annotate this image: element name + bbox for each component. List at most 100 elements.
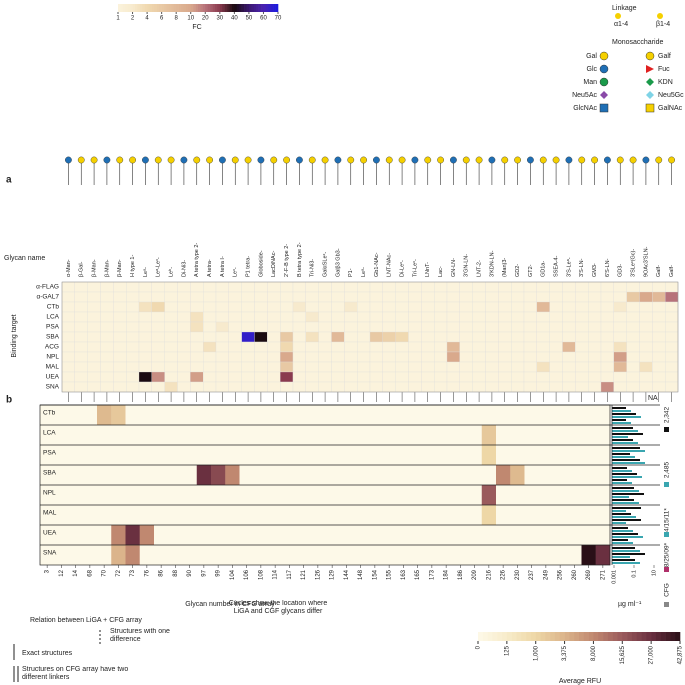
lot-bar — [612, 450, 645, 452]
colorbar-segment — [234, 4, 238, 12]
colorbar-segment — [205, 4, 208, 12]
heatmap-cell — [496, 485, 511, 505]
colorbar-segment — [241, 4, 245, 12]
cfg-number: 68 — [87, 569, 93, 576]
heatmap-cell — [498, 321, 512, 333]
rfu-bar-segment — [497, 632, 503, 641]
lot-bar — [612, 462, 645, 464]
heatmap-cell — [538, 545, 554, 565]
heatmap-cell — [421, 321, 435, 333]
heatmap-cell — [203, 371, 217, 383]
lot-bar — [612, 547, 635, 549]
heatmap-cell — [339, 545, 354, 565]
colorbar-segment — [166, 4, 170, 12]
heatmap-cell — [626, 341, 640, 353]
glycan-name-label: Glycan name — [4, 255, 45, 262]
heatmap-cell — [581, 445, 596, 465]
cfg-number: 226 — [501, 569, 507, 580]
heatmap-cell — [61, 341, 75, 353]
cfg-number: 14 — [73, 569, 79, 576]
rfu-bar-segment — [627, 632, 633, 641]
cfg-number: 148 — [358, 569, 364, 580]
lot-bar — [612, 482, 632, 484]
heatmap-cell — [282, 465, 297, 485]
glycan-name: GD1a- — [541, 261, 547, 277]
rfu-bar-segment — [636, 632, 642, 641]
lot-bar — [612, 562, 640, 564]
heatmap-cell — [125, 485, 140, 505]
heatmap-cell — [562, 381, 576, 393]
heatmap-cell — [318, 301, 332, 313]
heatmap-cell — [292, 321, 306, 333]
heatmap-cell — [382, 465, 397, 485]
heatmap-cell — [196, 525, 212, 545]
cfg-number: 70 — [102, 569, 108, 576]
heatmap-cell — [292, 361, 306, 373]
heatmap-cell — [510, 485, 525, 505]
heatmap-cell — [639, 331, 653, 343]
heatmap-cell — [331, 301, 345, 313]
heatmap-cell — [296, 505, 311, 525]
heatmap-cell — [665, 331, 679, 343]
heatmap-cell — [228, 331, 242, 343]
heatmap-cell — [97, 465, 112, 485]
heatmap-cell — [536, 381, 550, 393]
heatmap-cell — [87, 351, 101, 363]
heatmap-cell — [511, 331, 525, 343]
cfg-number: 114 — [273, 569, 279, 579]
binding-target: LCA — [46, 314, 59, 321]
heatmap-cell — [467, 465, 482, 485]
colorbar-segment — [273, 4, 276, 12]
heatmap-cell — [344, 321, 358, 333]
colorbar-segment — [176, 4, 179, 12]
heatmap-cell — [113, 381, 127, 393]
heatmap-cell — [382, 361, 396, 373]
heatmap-cell — [68, 485, 83, 505]
heatmap-cell — [164, 281, 178, 293]
glycan-residue — [206, 156, 213, 164]
glycan-name: Leᵃ- — [143, 267, 149, 277]
lot-bar — [612, 453, 630, 455]
heatmap-cell — [267, 331, 281, 343]
heatmap-cell — [100, 301, 114, 313]
lot-bar — [612, 516, 636, 518]
heatmap-cell — [280, 321, 294, 333]
heatmap-cell — [325, 485, 340, 505]
row-label: SNA — [43, 550, 57, 557]
heatmap-cell — [353, 485, 368, 505]
heatmap-cell — [485, 281, 499, 293]
heatmap-cell — [562, 341, 576, 353]
heatmap-cell — [496, 545, 511, 565]
heatmap-cell — [100, 351, 114, 363]
heatmap-cell — [211, 405, 226, 425]
colorbar-segment — [275, 4, 279, 12]
heatmap-cell — [567, 405, 582, 425]
heatmap-cell — [310, 425, 326, 445]
heatmap-cell — [215, 351, 229, 363]
heatmap-cell — [239, 485, 254, 505]
heatmap-cell — [74, 291, 88, 303]
heatmap-cell — [395, 351, 409, 363]
glycan-name: Leˣ- — [233, 267, 239, 277]
heatmap-cell — [254, 341, 268, 353]
legend-symbol — [599, 77, 609, 87]
heatmap-cell — [421, 371, 435, 383]
heatmap-cell — [87, 281, 101, 293]
heatmap-cell — [82, 485, 98, 505]
lot-swatch — [664, 427, 669, 432]
heatmap-cell — [439, 485, 454, 505]
heatmap-cell — [296, 525, 311, 545]
glycan-residue — [629, 156, 637, 164]
heatmap-cell — [225, 505, 240, 525]
heatmap-cell — [357, 341, 371, 353]
heatmap-cell — [113, 291, 127, 303]
rfu-bar-segment — [478, 632, 484, 641]
rfu-bar-segment — [506, 632, 512, 641]
heatmap-cell — [61, 381, 75, 393]
heatmap-cell — [111, 405, 126, 425]
heatmap-cell — [575, 321, 589, 333]
rfu-bar-segment — [651, 632, 657, 641]
heatmap-cell — [549, 281, 563, 293]
glycan-residue — [193, 156, 201, 164]
heatmap-cell — [421, 311, 435, 323]
